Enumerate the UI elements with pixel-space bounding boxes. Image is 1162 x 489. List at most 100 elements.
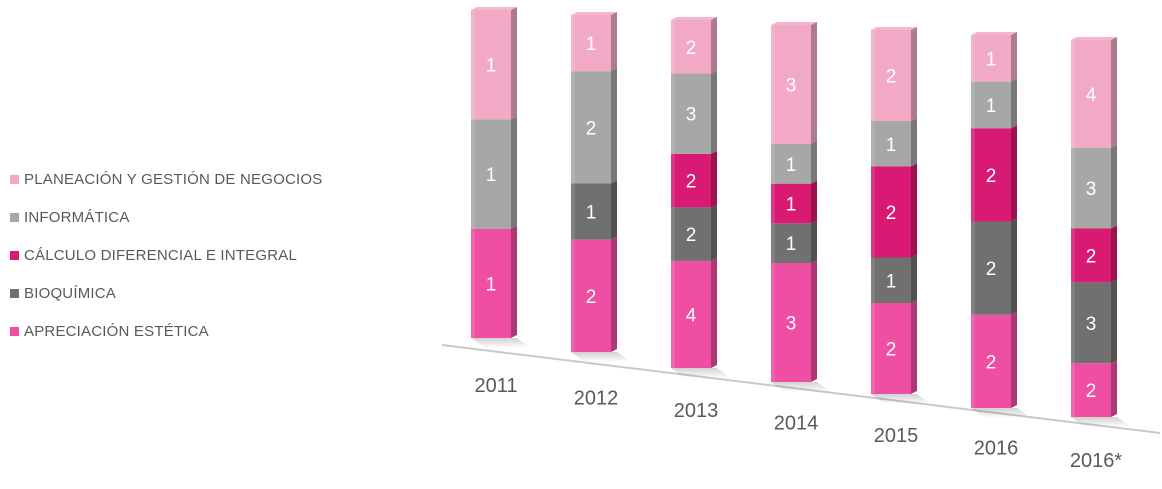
bar-top [571, 12, 617, 15]
data-label: 1 [786, 195, 797, 216]
legend-item-informatica: INFORMÁTICA [10, 208, 322, 227]
data-label: 2 [586, 118, 597, 139]
data-label: 4 [1086, 85, 1097, 106]
bar-segment-planeacion-y-gestion-de-negocios [671, 17, 717, 74]
bar-shadow [571, 352, 631, 362]
bar-segment-informatica [871, 118, 917, 167]
data-label: 2 [886, 67, 897, 88]
bar-segment-informatica [1071, 144, 1117, 229]
bar-segment-bioquimica [1071, 279, 1117, 364]
data-label: 1 [786, 234, 797, 255]
data-label: 4 [686, 305, 697, 326]
bar-segment-planeacion-y-gestion-de-negocios [971, 32, 1017, 82]
x-tick-label: 2011 [474, 375, 517, 397]
legend-swatch [10, 251, 19, 260]
bar-shadow [671, 368, 731, 378]
data-label: 2 [886, 340, 897, 361]
bar-segment-informatica [971, 78, 1017, 129]
bar-segment-planeacion-y-gestion-de-negocios [871, 27, 917, 121]
legend-item-planeacion-y-gestion-de-negocios: PLANEACIÓN Y GESTIÓN DE NEGOCIOS [10, 170, 322, 189]
bar-segment-planeacion-y-gestion-de-negocios [1071, 37, 1117, 148]
data-label: 3 [686, 105, 697, 126]
data-label: 1 [586, 203, 597, 224]
data-label: 1 [486, 274, 497, 295]
data-label: 2 [986, 166, 997, 187]
bar-segment-apreciacion-estetica [571, 236, 617, 352]
data-label: 1 [886, 271, 897, 292]
data-label: 2 [686, 172, 697, 193]
legend-swatch [10, 289, 19, 298]
x-tick-label: 2014 [774, 413, 819, 435]
bar-segment-informatica [771, 141, 817, 184]
bar-segment-apreciacion-estetica [471, 225, 517, 338]
x-tick-label: 2012 [574, 388, 619, 410]
bar-segment-planeacion-y-gestion-de-negocios [471, 7, 517, 120]
x-tick-label: 2016* [1070, 450, 1122, 472]
bar-shadow [1071, 417, 1131, 427]
bar-shadow [471, 338, 531, 348]
bar-segment-calculo-diferencial-e-integral [971, 125, 1017, 222]
legend-item-bioquimica: BIOQUÍMICA [10, 284, 322, 303]
chart-legend: PLANEACIÓN Y GESTIÓN DE NEGOCIOS INFORMÁT… [10, 170, 322, 360]
data-label: 1 [986, 49, 997, 70]
x-tick-label: 2013 [674, 400, 719, 422]
legend-label: INFORMÁTICA [24, 209, 130, 226]
x-tick-label: 2015 [874, 425, 919, 447]
bar-segment-planeacion-y-gestion-de-negocios [771, 22, 817, 144]
legend-item-apreciacion-estetica: APRECIACIÓN ESTÉTICA [10, 322, 322, 341]
bar-segment-apreciacion-estetica [671, 257, 717, 368]
bar-top [1071, 37, 1117, 40]
data-label: 1 [886, 135, 897, 156]
bar-segment-bioquimica [971, 218, 1017, 315]
data-label: 2 [1086, 381, 1097, 402]
bar-top [771, 22, 817, 25]
data-label: 2 [686, 225, 697, 246]
bar-segment-bioquimica [571, 180, 617, 240]
bar-segment-bioquimica [871, 254, 917, 303]
data-label: 2 [986, 352, 997, 373]
legend-swatch [10, 327, 19, 336]
bar-segment-informatica [671, 70, 717, 154]
legend-label: BIOQUÍMICA [24, 285, 117, 302]
data-label: 3 [1086, 314, 1097, 335]
bar-segment-apreciacion-estetica [971, 311, 1017, 408]
legend-item-calculo-diferencial-e-integral: CÁLCULO DIFERENCIAL E INTEGRAL [10, 246, 322, 265]
data-label: 2 [686, 38, 697, 59]
bar-top [871, 27, 917, 30]
x-tick-label: 2016 [974, 438, 1019, 460]
bar-top [471, 7, 517, 10]
bar-shadow [971, 408, 1031, 418]
legend-swatch [10, 213, 19, 222]
bar-segment-apreciacion-estetica [771, 260, 817, 382]
data-label: 2 [986, 259, 997, 280]
legend-label: CÁLCULO DIFERENCIAL E INTEGRAL [24, 247, 298, 264]
bar-segment-bioquimica [771, 220, 817, 263]
bar-segment-informatica [471, 116, 517, 229]
bar-segment-calculo-diferencial-e-integral [671, 150, 717, 208]
data-label: 3 [786, 314, 797, 335]
bar-segment-calculo-diferencial-e-integral [771, 180, 817, 224]
bar-top [971, 32, 1017, 35]
bar-segment-apreciacion-estetica [871, 300, 917, 394]
legend-label: PLANEACIÓN Y GESTIÓN DE NEGOCIOS [24, 171, 323, 188]
data-label: 2 [586, 287, 597, 308]
data-label: 3 [1086, 179, 1097, 200]
data-label: 1 [486, 56, 497, 77]
bar-segment-calculo-diferencial-e-integral [1071, 225, 1117, 283]
data-label: 1 [786, 155, 797, 176]
data-label: 1 [586, 34, 597, 55]
legend-swatch [10, 175, 19, 184]
bar-segment-calculo-diferencial-e-integral [871, 163, 917, 258]
bar-segment-bioquimica [671, 204, 717, 261]
bar-segment-informatica [571, 68, 617, 184]
data-label: 2 [1086, 246, 1097, 267]
legend-label: APRECIACIÓN ESTÉTICA [24, 323, 209, 340]
bar-segment-planeacion-y-gestion-de-negocios [571, 12, 617, 72]
bar-top [671, 17, 717, 20]
data-label: 3 [786, 76, 797, 97]
data-label: 2 [886, 203, 897, 224]
bar-segment-apreciacion-estetica [1071, 360, 1117, 417]
data-label: 1 [986, 96, 997, 117]
data-label: 1 [486, 165, 497, 186]
